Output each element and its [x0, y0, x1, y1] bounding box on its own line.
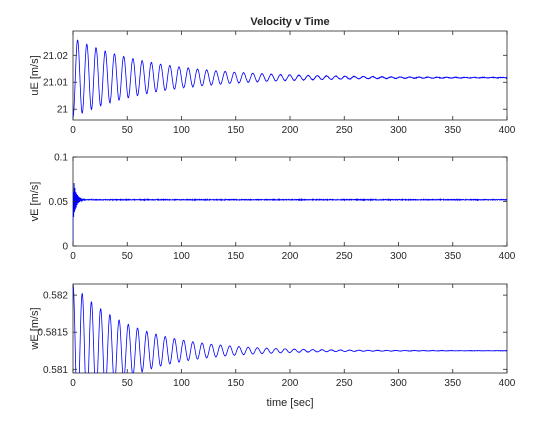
series-line-ue	[73, 39, 507, 118]
y-tick-label: 21.02	[43, 51, 68, 62]
x-tick-label: 250	[336, 251, 353, 262]
series-line-ve	[73, 183, 507, 246]
x-tick-label: 300	[390, 251, 407, 262]
x-tick-label: 400	[499, 251, 516, 262]
y-tick-label: 21.01	[43, 78, 68, 89]
x-tick-label: 50	[122, 125, 134, 136]
y-tick-label: 21	[57, 105, 69, 116]
x-tick-label: 50	[122, 251, 134, 262]
axes-we: 0 50 100 150 200 250 300 350 400 0.581 0.5815 0.582	[37, 283, 516, 389]
x-tick-label: 0	[70, 251, 76, 262]
x-tick-label: 100	[173, 251, 190, 262]
y-tick-label: 0.581	[43, 365, 68, 376]
x-tick-label: 250	[336, 125, 353, 136]
x-tick-label: 150	[227, 125, 244, 136]
y-axis-label-ue: uE [m/s]	[29, 55, 41, 95]
x-axis-label: time [sec]	[266, 397, 313, 409]
x-tick-label: 150	[227, 378, 244, 389]
x-tick-label: 200	[282, 125, 299, 136]
x-tick-label: 100	[173, 378, 190, 389]
y-tick-label: 0	[62, 242, 68, 253]
x-tick-label: 300	[390, 125, 407, 136]
x-tick-label: 400	[499, 125, 516, 136]
x-tick-label: 350	[444, 251, 461, 262]
x-tick-label: 300	[390, 378, 407, 389]
y-axis-label-group: vE [m/s]	[29, 182, 41, 222]
y-tick-label: 0.5815	[37, 328, 68, 339]
y-tick-label: 0.1	[54, 153, 68, 164]
x-tick-label: 150	[227, 251, 244, 262]
series-line-we	[73, 284, 507, 373]
x-tick-label: 400	[499, 378, 516, 389]
axes-frame-we	[72, 283, 508, 374]
x-tick-label: 100	[173, 125, 190, 136]
y-axis-label-group: uE [m/s]	[29, 55, 41, 95]
axes-ue: 0 50 100 150 200 250 300 350 400 21 21.01 21.02	[43, 30, 516, 136]
axes-ve: 0 50 100 150 200 250 300 350 400 0 0.05 0.1	[49, 153, 516, 263]
y-axis-label-ve: vE [m/s]	[29, 182, 41, 222]
x-tick-label: 250	[336, 378, 353, 389]
y-axis-label-we: wE [m/s]	[29, 307, 41, 350]
axes-frame-ve	[72, 156, 508, 247]
y-tick-label: 0.582	[43, 291, 68, 302]
x-tick-label: 50	[122, 378, 134, 389]
x-tick-label: 350	[444, 125, 461, 136]
x-tick-label: 200	[282, 251, 299, 262]
x-tick-label: 350	[444, 378, 461, 389]
axes-frame-ue	[72, 30, 508, 121]
x-tick-label: 0	[70, 378, 76, 389]
chart-title: Velocity v Time	[250, 16, 329, 28]
y-tick-label: 0.05	[49, 197, 69, 208]
x-tick-label: 0	[70, 125, 76, 136]
y-axis-label-group: wE [m/s]	[29, 307, 41, 350]
x-tick-label: 200	[282, 378, 299, 389]
